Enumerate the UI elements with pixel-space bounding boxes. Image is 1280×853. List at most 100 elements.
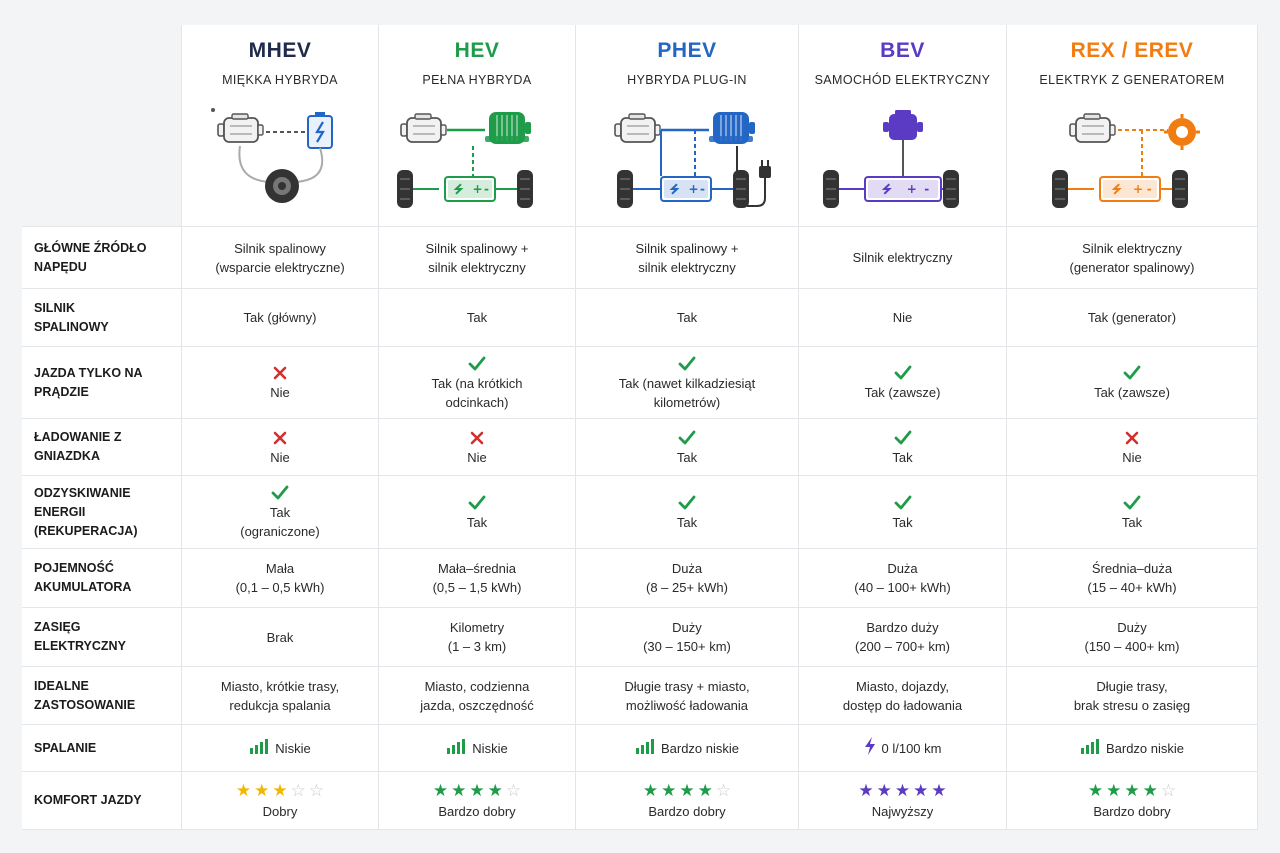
star-filled-icon: ★ [876, 781, 892, 800]
cross-icon [1125, 428, 1139, 448]
cell-value: Silnik elektryczny (generator spalinowy) [1069, 240, 1195, 275]
row-label: POJEMNOŚĆ AKUMULATORA [22, 549, 182, 608]
check-icon [894, 363, 912, 383]
column-subtitle: HYBRYDA PLUG-IN [627, 73, 747, 87]
row-label: SPALANIE [22, 725, 182, 772]
table-cell: Nie [182, 347, 379, 419]
table-cell: Tak (na krótkich odcinkach) [379, 347, 576, 419]
cell-value: Nie [1122, 449, 1142, 465]
column-title: PHEV [657, 39, 717, 62]
row-label: JAZDA TYLKO NA PRĄDZIE [22, 347, 182, 419]
star-filled-icon: ★ [679, 781, 695, 800]
cell-value: Tak (ograniczone) [240, 505, 320, 539]
corner-cell [22, 25, 182, 227]
row-label-text: POJEMNOŚĆ AKUMULATORA [34, 561, 132, 594]
cell-value: Tak [892, 449, 913, 465]
table-cell: Tak [576, 419, 799, 476]
table-cell: Silnik spalinowy + silnik elektryczny [379, 227, 576, 289]
cell-value: Bardzo dobry [438, 804, 516, 819]
cell-value: Tak (generator) [1087, 310, 1177, 325]
svg-text:+: + [689, 182, 699, 196]
cell-value: Tak (zawsze) [1094, 385, 1170, 400]
cell-value: Miasto, krótkie trasy, redukcja spalania [220, 678, 340, 713]
svg-text:-: - [484, 182, 489, 196]
table-cell: Miasto, codzienna jazda, oszczędność [379, 667, 576, 725]
cell-value: Tak (nawet kilkadziesiąt kilometrów) [618, 375, 756, 410]
cell-value: Silnik spalinowy + silnik elektryczny [425, 240, 529, 275]
table-cell: Tak [576, 476, 799, 549]
table-cell: Duża (8 – 25+ kWh) [576, 549, 799, 608]
table-cell: Średnia–duża (15 – 40+ kWh) [1007, 549, 1258, 608]
table-cell: ★ ★ ★ ★ ☆ Bardzo dobry [576, 772, 799, 830]
table-cell: Niskie [379, 725, 576, 772]
svg-text:-: - [1147, 182, 1152, 196]
bev-drivetrain-icon: + - [803, 102, 1003, 217]
star-empty-icon: ☆ [308, 781, 325, 800]
table-cell: Tak (generator) [1007, 289, 1258, 347]
star-filled-icon: ★ [894, 781, 911, 800]
table-cell: ★ ★ ★ ★ ★ Najwyższy [799, 772, 1007, 830]
row-label: GŁÓWNE ŹRÓDŁO NAPĘDU [22, 227, 182, 289]
check-icon [468, 493, 486, 513]
table-cell: Długie trasy, brak stresu o zasięg [1007, 667, 1258, 725]
row-label-text: KOMFORT JAZDY [34, 793, 142, 807]
table-cell: Tak (główny) [182, 289, 379, 347]
star-filled-icon: ★ [254, 781, 270, 800]
star-filled-icon: ★ [272, 781, 288, 800]
hev-drivetrain-icon: + - [377, 102, 577, 217]
cell-value: Tak [676, 449, 698, 465]
row-label: SILNIK SPALINOWY [22, 289, 182, 347]
consumption-value: 0 l/100 km [864, 736, 942, 760]
mhev-drivetrain-icon [180, 102, 380, 217]
cell-value: 0 l/100 km [881, 740, 942, 756]
cell-value: Tak [466, 310, 488, 325]
check-icon [678, 493, 696, 513]
cell-value: Bardzo niskie [660, 740, 740, 756]
table-cell: Silnik elektryczny [799, 227, 1007, 289]
check-icon [894, 428, 912, 448]
cell-value: Tak [466, 514, 488, 530]
column-header: BEV SAMOCHÓD ELEKTRYCZNY + - [799, 25, 1007, 227]
cell-value: Duża (40 – 100+ kWh) [854, 561, 951, 595]
cell-value: Dobry [262, 804, 298, 819]
row-label: ZASIĘG ELEKTRYCZNY [22, 608, 182, 667]
table-cell: Bardzo duży (200 – 700+ km) [799, 608, 1007, 667]
row-label-text: SILNIK SPALINOWY [34, 300, 109, 334]
cell-value: Tak [892, 514, 913, 530]
cell-value: Tak (zawsze) [864, 385, 941, 400]
star-empty-icon: ☆ [715, 781, 732, 800]
lightning-icon [864, 736, 876, 760]
row-label: IDEALNE ZASTOSOWANIE [22, 667, 182, 725]
cell-value: Niskie [472, 740, 508, 756]
table-cell: Nie [1007, 419, 1258, 476]
cell-value: Tak (główny) [243, 310, 317, 325]
cell-value: Bardzo duży (200 – 700+ km) [854, 620, 951, 654]
cell-value: Miasto, dojazdy, dostęp do ładowania [842, 678, 963, 713]
table-cell: 0 l/100 km [799, 725, 1007, 772]
table-cell: Tak [379, 476, 576, 549]
star-rating: ★ ★ ★ ★ ☆ [433, 780, 521, 802]
cell-value: Nie [467, 449, 487, 465]
table-cell: Duża (40 – 100+ kWh) [799, 549, 1007, 608]
row-label-text: JAZDA TYLKO NA PRĄDZIE [34, 365, 143, 399]
table-cell: Długie trasy + miasto, możliwość ładowan… [576, 667, 799, 725]
table-cell: Tak (nawet kilkadziesiąt kilometrów) [576, 347, 799, 419]
cell-value: Tak (na krótkich odcinkach) [431, 375, 523, 410]
signal-bars-icon [249, 738, 269, 759]
table-cell: Silnik spalinowy (wsparcie elektryczne) [182, 227, 379, 289]
row-label-text: IDEALNE ZASTOSOWANIE [34, 678, 136, 712]
consumption-value: Bardzo niskie [635, 738, 739, 759]
star-filled-icon: ★ [661, 781, 677, 800]
cell-value: Duży (150 – 400+ km) [1084, 620, 1180, 654]
table-cell: Nie [379, 419, 576, 476]
cell-value: Miasto, codzienna jazda, oszczędność [420, 678, 534, 713]
cell-value: Kilometry (1 – 3 km) [447, 620, 507, 654]
consumption-value: Bardzo niskie [1080, 738, 1184, 759]
rex-drivetrain-icon: + - [1032, 102, 1232, 217]
column-title: BEV [880, 39, 925, 62]
table-cell: Kilometry (1 – 3 km) [379, 608, 576, 667]
column-title: REX / EREV [1070, 39, 1194, 62]
star-rating: ★ ★ ★ ★ ★ [858, 780, 946, 802]
table-cell: Mała–średnia (0,5 – 1,5 kWh) [379, 549, 576, 608]
star-empty-icon: ☆ [1160, 781, 1177, 800]
